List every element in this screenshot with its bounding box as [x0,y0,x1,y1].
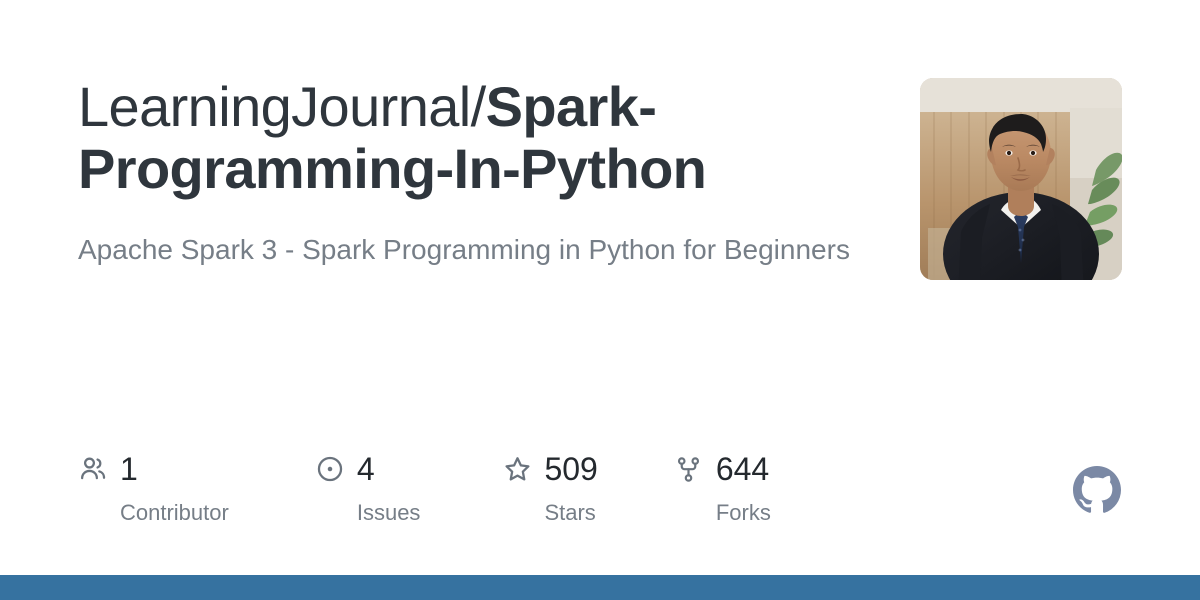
stat-forks-label: Forks [715,500,771,525]
stat-contributors-label: Contributor [120,500,229,525]
bottom-accent-bar [0,575,1200,600]
stat-issues-value: 4 [356,451,375,487]
stat-issues-top: 4 [315,450,421,488]
stat-stars: 509 Stars [502,450,598,526]
stat-forks-value: 644 [715,451,770,487]
stat-forks: 644 Forks [674,450,771,526]
repository-description: Apache Spark 3 - Spark Programming in Py… [78,234,850,265]
people-icon [78,454,108,484]
stat-contributors-top: 1 [78,450,229,488]
issue-opened-icon [315,454,345,484]
github-logo-icon [1073,466,1121,514]
star-icon [502,454,532,484]
stat-stars-top: 509 [502,450,598,488]
page-title: LearningJournal/Spark-Programming-In-Pyt… [78,76,868,200]
stat-forks-top: 644 [674,450,771,488]
repository-name: Spark-Programming-In-Python [78,75,707,200]
stat-issues: 4 Issues [315,450,421,526]
stat-contributors: 1 Contributor [78,450,229,526]
stat-stars-value: 509 [544,451,598,487]
repository-stats: 1 Contributor 4 Issues [78,450,771,526]
repo-forked-icon [674,454,704,484]
repository-owner: LearningJournal/ [78,75,486,138]
stat-stars-label: Stars [544,500,596,525]
stat-issues-label: Issues [356,500,421,525]
stat-contributors-value: 1 [120,451,138,487]
owner-avatar [920,78,1122,280]
repository-info: LearningJournal/Spark-Programming-In-Pyt… [78,76,878,274]
